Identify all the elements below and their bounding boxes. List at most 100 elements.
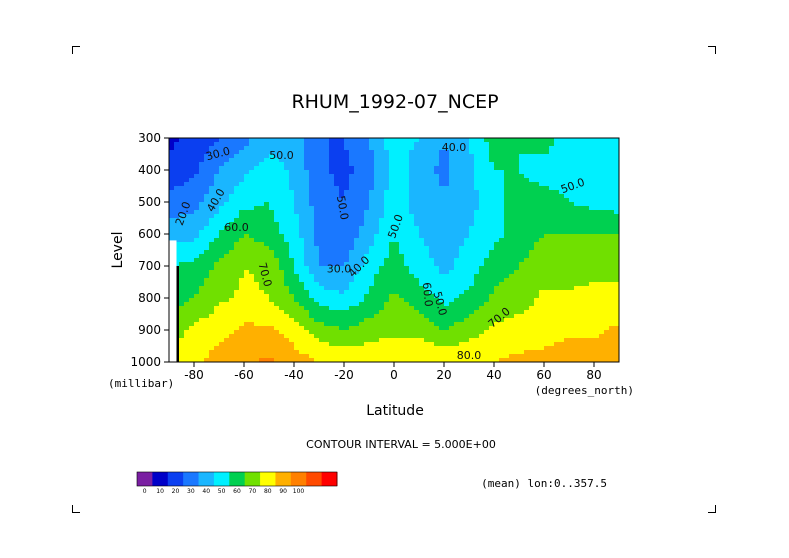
heatmap-cell — [469, 150, 475, 155]
heatmap-cell — [234, 318, 240, 323]
heatmap-cell — [574, 294, 580, 299]
heatmap-cell — [424, 198, 430, 203]
heatmap-cell — [464, 346, 470, 351]
heatmap-cell — [499, 254, 505, 259]
heatmap-cell — [599, 230, 605, 235]
heatmap-cell — [409, 178, 415, 183]
heatmap-cell — [579, 242, 585, 247]
heatmap-cell — [614, 354, 620, 359]
heatmap-cell — [474, 146, 480, 151]
heatmap-cell — [539, 278, 545, 283]
heatmap-cell — [289, 202, 295, 207]
heatmap-cell — [234, 194, 240, 199]
heatmap-cell — [324, 310, 330, 315]
heatmap-cell — [309, 326, 315, 331]
heatmap-cell — [474, 318, 480, 323]
heatmap-cell — [389, 158, 395, 163]
heatmap-cell — [539, 254, 545, 259]
heatmap-cell — [289, 250, 295, 255]
heatmap-cell — [574, 246, 580, 251]
heatmap-cell — [234, 290, 240, 295]
heatmap-cell — [529, 162, 535, 167]
heatmap-cell — [539, 170, 545, 175]
heatmap-cell — [199, 294, 205, 299]
heatmap-cell — [429, 234, 435, 239]
heatmap-cell — [454, 214, 460, 219]
heatmap-cell — [249, 242, 255, 247]
heatmap-cell — [329, 350, 335, 355]
heatmap-cell — [524, 194, 530, 199]
heatmap-cell — [524, 234, 530, 239]
heatmap-cell — [454, 314, 460, 319]
heatmap-cell — [274, 354, 280, 359]
heatmap-cell — [204, 282, 210, 287]
heatmap-cell — [194, 198, 200, 203]
heatmap-cell — [584, 194, 590, 199]
heatmap-cell — [209, 174, 215, 179]
heatmap-cell — [614, 238, 620, 243]
heatmap-cell — [319, 158, 325, 163]
heatmap-cell — [469, 182, 475, 187]
heatmap-cell — [234, 186, 240, 191]
heatmap-cell — [559, 146, 565, 151]
heatmap-cell — [449, 198, 455, 203]
heatmap-cell — [209, 318, 215, 323]
heatmap-cell — [314, 154, 320, 159]
heatmap-cell — [289, 186, 295, 191]
heatmap-cell — [214, 262, 220, 267]
heatmap-cell — [554, 306, 560, 311]
heatmap-cell — [494, 174, 500, 179]
heatmap-cell — [574, 198, 580, 203]
heatmap-cell — [349, 286, 355, 291]
heatmap-cell — [504, 154, 510, 159]
heatmap-cell — [569, 350, 575, 355]
heatmap-cell — [449, 298, 455, 303]
heatmap-cell — [534, 198, 540, 203]
heatmap-cell — [589, 306, 595, 311]
heatmap-cell — [604, 290, 610, 295]
heatmap-cell — [339, 326, 345, 331]
heatmap-cell — [604, 170, 610, 175]
heatmap-cell — [609, 182, 615, 187]
heatmap-cell — [234, 274, 240, 279]
heatmap-cell — [554, 234, 560, 239]
heatmap-cell — [364, 158, 370, 163]
heatmap-cell — [549, 302, 555, 307]
heatmap-cell — [539, 338, 545, 343]
heatmap-cell — [569, 198, 575, 203]
heatmap-cell — [204, 338, 210, 343]
heatmap-cell — [514, 294, 520, 299]
heatmap-cell — [289, 150, 295, 155]
heatmap-cell — [179, 282, 185, 287]
heatmap-cell — [504, 274, 510, 279]
heatmap-cell — [514, 326, 520, 331]
heatmap-cell — [244, 246, 250, 251]
heatmap-cell — [469, 286, 475, 291]
heatmap-cell — [264, 210, 270, 215]
heatmap-cell — [214, 254, 220, 259]
heatmap-cell — [479, 278, 485, 283]
heatmap-cell — [514, 242, 520, 247]
heatmap-cell — [329, 246, 335, 251]
heatmap-cell — [474, 350, 480, 355]
heatmap-cell — [444, 270, 450, 275]
heatmap-cell — [364, 146, 370, 151]
heatmap-cell — [359, 190, 365, 195]
heatmap-cell — [454, 226, 460, 231]
heatmap-cell — [319, 338, 325, 343]
heatmap-cell — [549, 346, 555, 351]
heatmap-cell — [539, 214, 545, 219]
heatmap-cell — [519, 142, 525, 147]
heatmap-cell — [184, 310, 190, 315]
heatmap-cell — [609, 230, 615, 235]
heatmap-cell — [574, 218, 580, 223]
heatmap-cell — [614, 286, 620, 291]
heatmap-cell — [384, 150, 390, 155]
heatmap-cell — [449, 222, 455, 227]
heatmap-cell — [374, 270, 380, 275]
heatmap-cell — [264, 326, 270, 331]
heatmap-cell — [274, 330, 280, 335]
heatmap-cell — [424, 238, 430, 243]
heatmap-cell — [529, 294, 535, 299]
heatmap-cell — [354, 178, 360, 183]
